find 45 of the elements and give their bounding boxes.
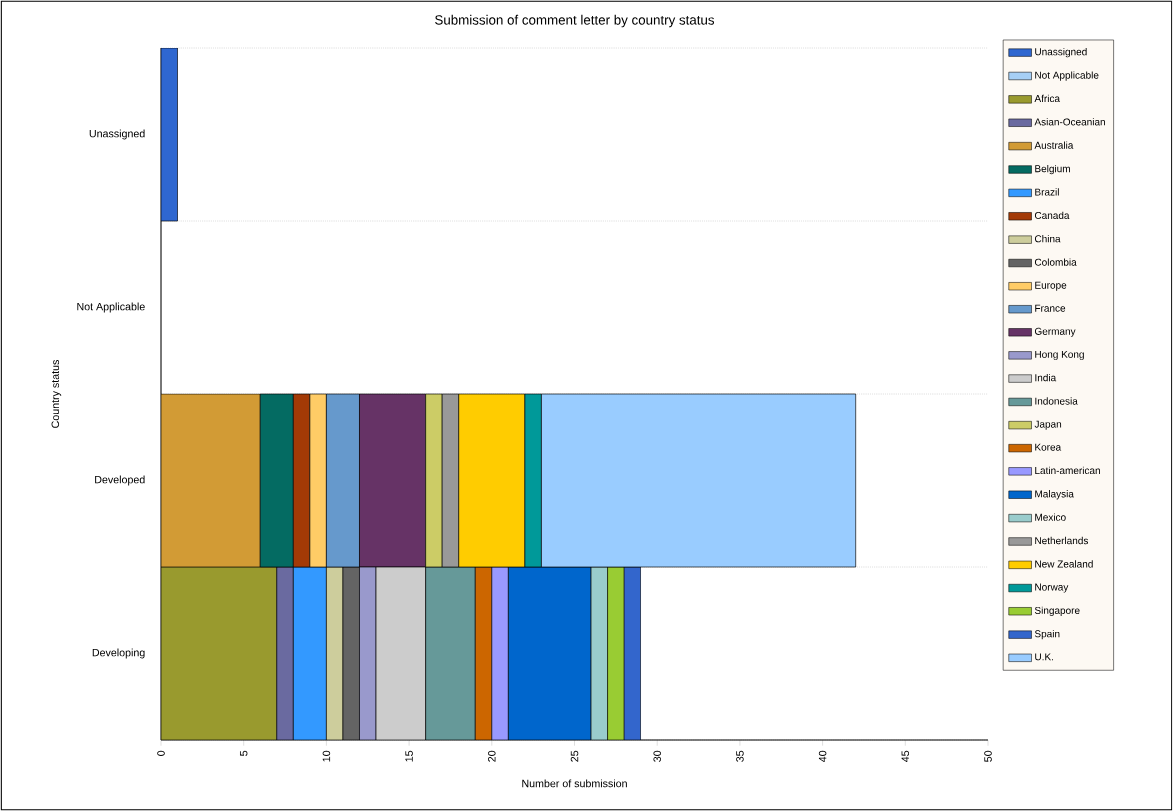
x-tick-label: 0 [157, 750, 165, 756]
legend-label: Spain [1034, 630, 1060, 640]
y-tick-label: Developed [95, 475, 145, 486]
legend-label: Germany [1034, 327, 1076, 337]
x-tick-label: 30 [653, 750, 661, 762]
legend-label: U.K. [1035, 653, 1053, 661]
legend-label: Colombia [1034, 258, 1077, 266]
legend-label: Africa [1034, 94, 1061, 103]
x-tick-label: 40 [818, 750, 827, 763]
legend-label: Singapore [1034, 606, 1080, 616]
legend-label: New Zealand [1035, 560, 1093, 568]
y-tick-label: Developing [92, 648, 145, 659]
legend-label: France [1035, 304, 1066, 312]
x-tick-label: 35 [736, 750, 744, 762]
legend-label: Australia [1034, 141, 1074, 149]
legend-label: Netherlands [1035, 536, 1089, 545]
legend-label: Hong Kong [1035, 350, 1084, 360]
x-tick-label: 45 [901, 750, 910, 763]
legend-label: Korea [1035, 443, 1062, 451]
x-tick-label: 25 [570, 750, 579, 762]
legend-label: Canada [1034, 211, 1070, 219]
x-tick-label: 15 [405, 750, 413, 762]
legend-label: China [1034, 235, 1061, 243]
legend-label: India [1035, 373, 1057, 382]
legend-label: Latin-american [1035, 466, 1100, 475]
legend-label: Belgium [1035, 164, 1070, 175]
legend-label: Asian-Oceanian [1034, 118, 1105, 126]
y-tick-label: Unassigned [89, 129, 145, 140]
x-tick-label: 5 [239, 750, 248, 756]
legend-label: Brazil [1035, 188, 1059, 196]
y-tick-label: Not Applicable [77, 302, 145, 313]
legend-label: Not Applicable [1035, 71, 1099, 81]
x-tick-label: 20 [488, 750, 496, 762]
x-axis-title: Number of submission [522, 779, 627, 788]
chart-title: Submission of comment letter by country status [435, 14, 715, 28]
legend-label: Norway [1035, 583, 1069, 593]
legend-label: Indonesia [1035, 397, 1078, 405]
x-tick-label: 10 [322, 750, 331, 762]
legend-label: Malaysia [1035, 490, 1074, 500]
y-axis-title: Country status [51, 360, 62, 428]
x-tick-label: 50 [984, 750, 992, 762]
legend-label: Unassigned [1035, 48, 1087, 58]
legend-label: Japan [1034, 420, 1062, 430]
legend-label: Europe [1035, 281, 1067, 291]
legend-label: Mexico [1035, 513, 1066, 521]
